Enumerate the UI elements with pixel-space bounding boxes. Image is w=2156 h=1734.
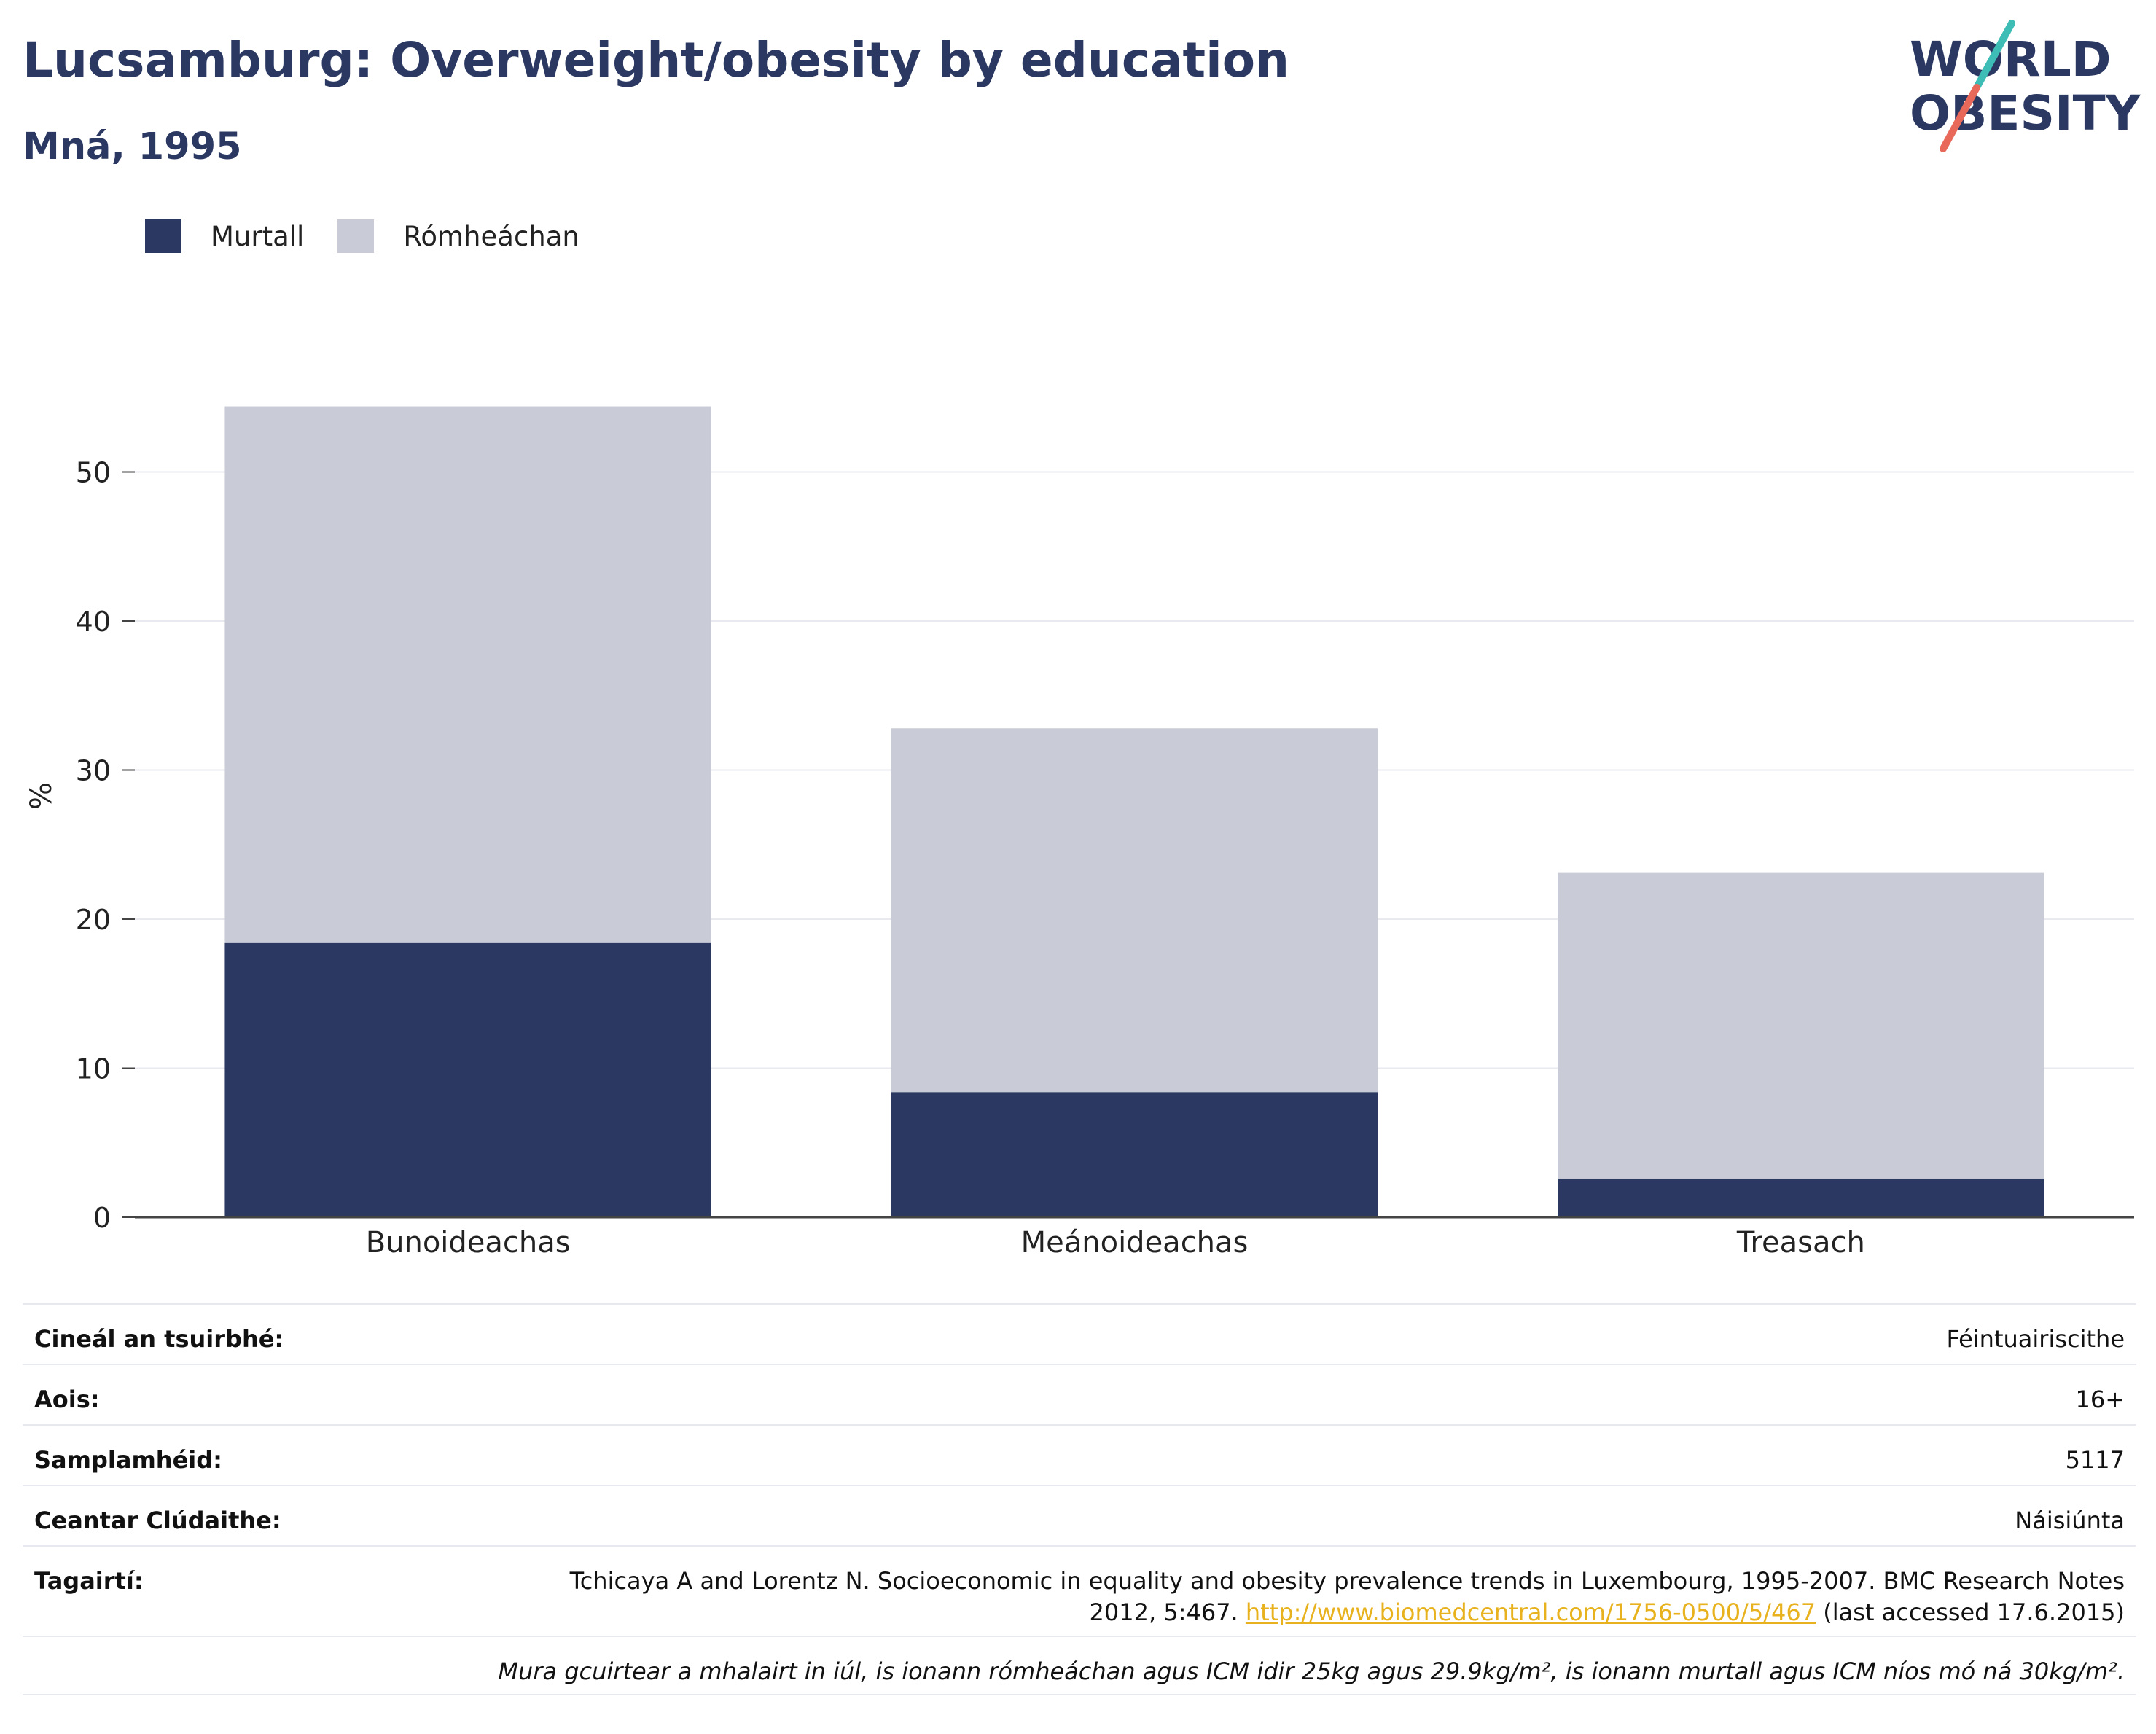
info-row-age: Aois: 16+: [23, 1364, 2136, 1424]
definition-note: Mura gcuirtear a mhalairt in iúl, is ion…: [498, 1657, 2125, 1685]
info-label: Cineál an tsuirbhé:: [34, 1325, 284, 1353]
y-tick-label: 30: [76, 755, 111, 787]
x-tick-label: Bunoideachas: [366, 1226, 571, 1260]
legend-swatch-overweight: [337, 219, 375, 253]
info-value: 5117: [2065, 1446, 2125, 1474]
chart-legend: Murtall Rómheáchan: [145, 217, 613, 255]
info-row-references: Tagairtí: Tchicaya A and Lorentz N. Soci…: [23, 1545, 2136, 1636]
y-tick-label: 20: [76, 904, 111, 936]
reference-accessed: (last accessed 17.6.2015): [1823, 1598, 2125, 1626]
x-axis-ticks: Bunoideachas Meánoideachas Treasach: [366, 1226, 1865, 1260]
logo-text-world: WORLD: [1910, 31, 2112, 87]
reference-link[interactable]: http://www.biomedcentral.com/1756-0500/5…: [1245, 1598, 1816, 1626]
info-row-survey-type: Cineál an tsuirbhé: Féintuairiscithe: [23, 1303, 2136, 1364]
bar-chart: 0 10 20 30 40 50 Bunoideachas Meánoideachas Tre…: [25, 406, 2134, 1260]
info-label: Aois:: [34, 1386, 100, 1413]
info-value: Náisiúnta: [2015, 1507, 2125, 1534]
x-tick-label: Treasach: [1736, 1226, 1865, 1260]
info-row-area: Ceantar Clúdaithe: Náisiúnta: [23, 1485, 2136, 1545]
legend-item-overweight[interactable]: Rómheáchan: [337, 219, 579, 253]
logo-slash-teal: [1973, 20, 2015, 91]
y-tick-label: 40: [76, 606, 111, 638]
legend-swatch-obese: [145, 219, 181, 253]
world-obesity-logo: WORLD OBESITY: [1910, 20, 2141, 152]
info-label: Tagairtí:: [34, 1567, 144, 1595]
bar-obese-1[interactable]: [891, 1092, 1378, 1217]
bar-overweight-0[interactable]: [224, 406, 711, 943]
legend-item-obese[interactable]: Murtall: [145, 219, 304, 253]
reference-text-line1: Tchicaya A and Lorentz N. Socioeconomic …: [569, 1567, 2125, 1595]
bar-overweight-2[interactable]: [1558, 872, 2044, 1179]
y-axis-ticks: 0 10 20 30 40 50: [76, 457, 135, 1234]
page-title: Lucsamburg: Overweight/obesity by educat…: [23, 32, 1290, 88]
info-label: Samplamhéid:: [34, 1446, 222, 1474]
x-tick-label: Meánoideachas: [1021, 1226, 1249, 1260]
y-axis-label: %: [25, 782, 58, 810]
y-tick-label: 0: [93, 1202, 111, 1234]
chart-bars: [224, 406, 2044, 1217]
reference-text-line2: 2012, 5:467.: [1089, 1598, 1238, 1626]
y-tick-label: 50: [76, 457, 111, 489]
legend-label-obese: Murtall: [211, 220, 305, 252]
page-subtitle: Mná, 1995: [23, 125, 242, 168]
info-label: Ceantar Clúdaithe:: [34, 1507, 281, 1534]
info-value: 16+: [2075, 1386, 2125, 1413]
bar-obese-2[interactable]: [1558, 1178, 2044, 1217]
info-value: Tchicaya A and Lorentz N. Socioeconomic …: [570, 1566, 2125, 1628]
bar-obese-0[interactable]: [224, 942, 711, 1217]
logo-slash-coral: [1940, 84, 1980, 152]
survey-info-table: Cineál an tsuirbhé: Féintuairiscithe Aoi…: [23, 1303, 2136, 1695]
info-row-sample-size: Samplamhéid: 5117: [23, 1424, 2136, 1485]
info-value: Féintuairiscithe: [1946, 1325, 2125, 1353]
info-row-note: Mura gcuirtear a mhalairt in iúl, is ion…: [23, 1636, 2136, 1695]
y-tick-label: 10: [76, 1053, 111, 1085]
legend-label-overweight: Rómheáchan: [403, 220, 579, 252]
bar-overweight-1[interactable]: [891, 728, 1378, 1093]
